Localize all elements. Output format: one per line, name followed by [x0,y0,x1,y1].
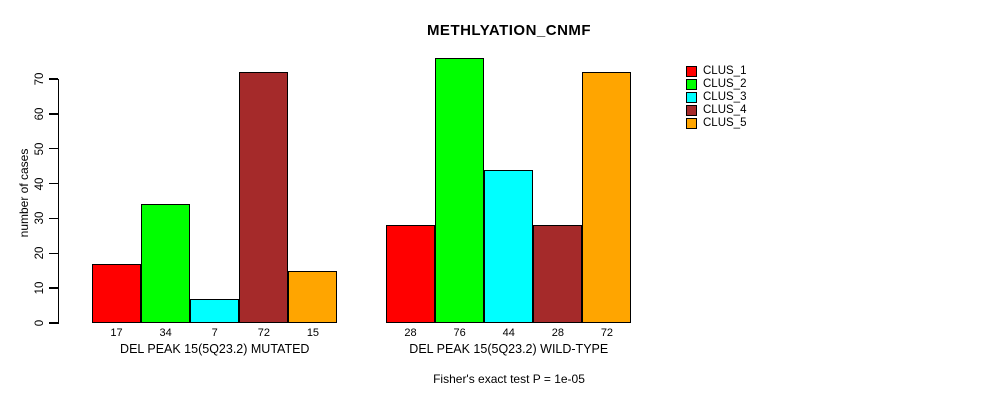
legend-swatch-clus_1 [686,66,697,77]
legend-swatch-clus_3 [686,92,697,103]
bar-value-label: 7 [211,327,218,339]
chart-title: METHLYATION_CNMF [426,22,592,39]
y-axis-tick [49,147,58,150]
legend-item-clus_4: CLUS_4 [686,104,746,117]
bar-clus_2-group-2 [435,58,485,323]
bar-value-label: 17 [110,327,123,339]
bar-value-label: 15 [306,327,320,339]
y-axis-tick-label: 20 [34,246,46,260]
group-label-2: DEL PEAK 15(5Q23.2) WILD-TYPE [409,342,609,356]
bar-value-label: 28 [404,327,417,339]
bar-value-label: 34 [159,327,172,339]
bar-clus_1-group-1 [92,263,142,323]
legend-label-clus_4: CLUS_4 [703,104,747,116]
group-label-1: DEL PEAK 15(5Q23.2) MUTATED [120,342,310,356]
legend-label-clus_2: CLUS_2 [703,78,747,90]
y-axis-tick-label: 0 [34,319,46,327]
bar-clus_5-group-2 [582,72,632,323]
bar-value-label: 72 [257,327,270,339]
caption-fisher-test: Fisher's exact test P = 1e-05 [433,372,585,386]
bar-clus_1-group-2 [386,225,436,323]
bar-value-label: 28 [551,327,564,339]
y-axis-line [57,79,59,324]
bar-clus_4-group-2 [533,225,583,323]
legend-label-clus_5: CLUS_5 [703,117,747,129]
legend-label-clus_1: CLUS_1 [703,65,747,77]
y-axis-tick [49,182,58,185]
y-axis-tick [49,287,58,289]
legend-swatch-clus_4 [686,105,697,116]
bar-value-label: 76 [453,327,466,339]
bar-clus_5-group-1 [288,270,338,323]
bar-value-label: 72 [600,327,614,339]
legend-item-clus_3: CLUS_3 [686,91,746,104]
y-axis-tick [49,322,58,324]
bar-clus_2-group-1 [141,204,191,323]
legend-swatch-clus_5 [686,118,697,129]
bar-clus_4-group-1 [239,72,289,323]
y-axis-tick-label: 60 [34,107,46,121]
legend-item-clus_1: CLUS_1 [686,65,746,78]
legend-label-clus_3: CLUS_3 [703,91,747,103]
bar-clus_3-group-1 [190,298,240,323]
y-axis-tick [49,78,58,80]
bar-value-label: 44 [502,327,515,339]
y-axis-tick-label: 40 [34,177,46,190]
y-axis-tick-label: 30 [34,212,46,225]
y-axis-tick [49,113,58,115]
legend-swatch-clus_2 [686,79,697,90]
y-axis-tick-label: 50 [34,142,46,156]
legend-item-clus_5: CLUS_5 [686,117,746,130]
legend-item-clus_2: CLUS_2 [686,78,746,91]
bar-clus_3-group-2 [484,169,534,323]
y-axis-tick [49,252,58,255]
legend: CLUS_1 CLUS_2 CLUS_3 CLUS_4 CLUS_5 [686,65,746,130]
y-axis-tick [49,217,58,220]
y-axis-tick-label: 70 [34,72,46,86]
y-axis-tick-label: 10 [34,281,46,295]
